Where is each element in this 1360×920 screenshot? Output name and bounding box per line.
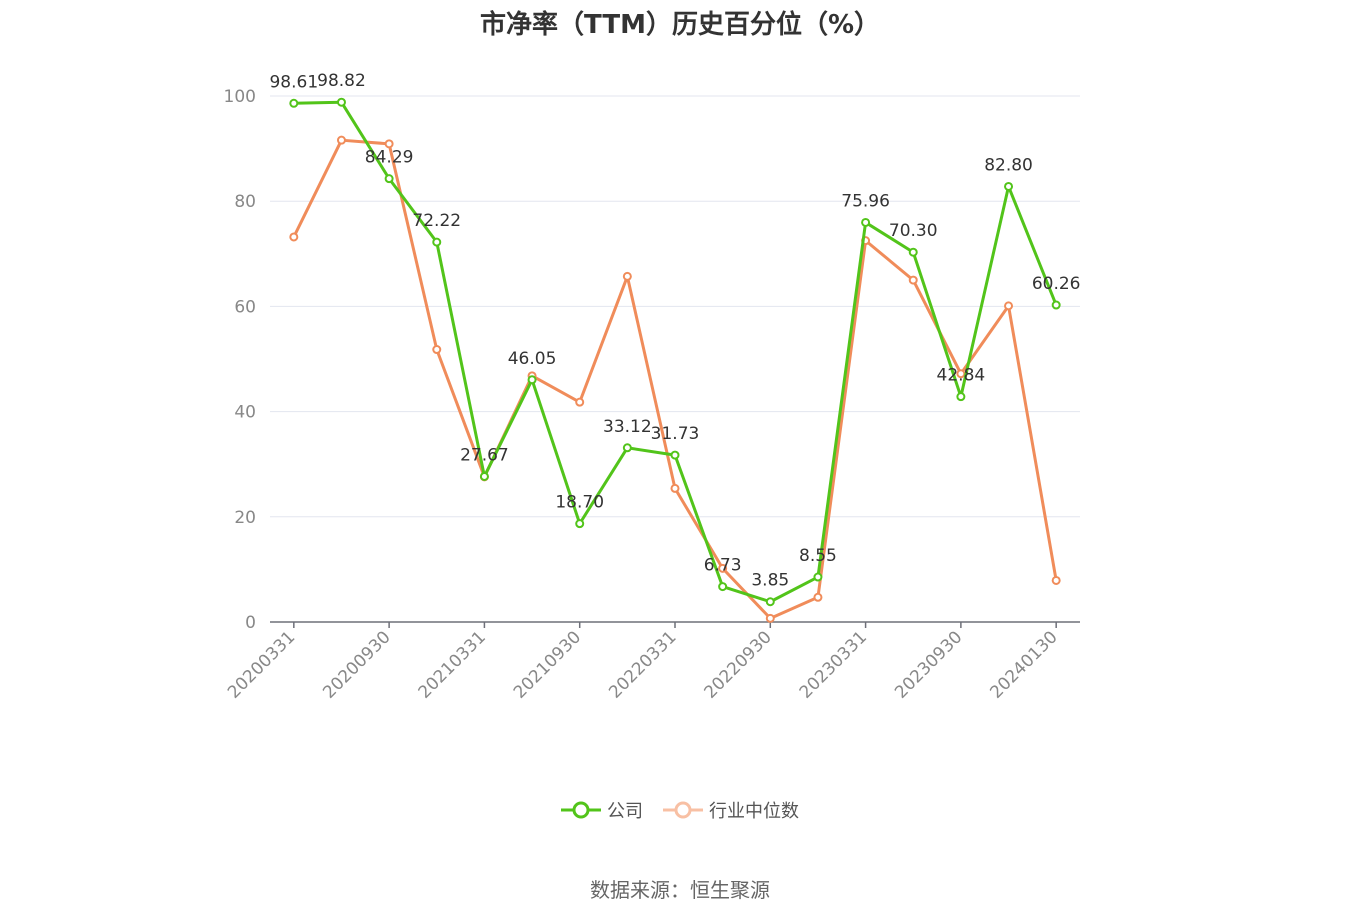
- legend-item-company[interactable]: 公司: [561, 797, 643, 823]
- x-tick-label: 20240130: [986, 627, 1061, 702]
- data-point-industry-median: [432, 345, 442, 355]
- data-label: 98.82: [317, 71, 366, 91]
- data-label: 8.55: [799, 546, 837, 566]
- data-label: 72.22: [412, 211, 461, 231]
- y-tick-label: 40: [234, 403, 256, 423]
- data-point-industry-median: [813, 592, 823, 602]
- x-tick-label: 20200930: [319, 627, 394, 702]
- data-point-industry-median: [622, 271, 632, 281]
- data-point-company: [813, 572, 823, 582]
- legend-company-label: 公司: [607, 801, 643, 822]
- series-line-company: [292, 100, 1058, 604]
- series-layer: [289, 97, 1061, 623]
- data-point-company: [432, 237, 442, 247]
- x-tick-label: 20220331: [605, 627, 680, 702]
- data-point-company: [718, 582, 728, 592]
- data-point-company: [765, 597, 775, 607]
- legend-company-marker-icon: [561, 801, 601, 819]
- data-point-company: [956, 392, 966, 402]
- data-point-company: [289, 98, 299, 108]
- x-tick-label: 20230331: [796, 627, 871, 702]
- data-point-company: [908, 247, 918, 257]
- data-point-industry-median: [289, 232, 299, 242]
- data-point-industry-median: [336, 135, 346, 145]
- y-tick-label: 80: [234, 192, 256, 212]
- data-label: 70.30: [889, 221, 938, 241]
- data-point-industry-median: [384, 139, 394, 149]
- data-label: 84.29: [365, 148, 414, 168]
- data-point-industry-median: [765, 613, 775, 623]
- y-tick-label: 20: [234, 508, 256, 528]
- data-point-company: [384, 174, 394, 184]
- data-label: 18.70: [555, 493, 604, 513]
- x-tick-label: 20200331: [224, 627, 299, 702]
- chart-title: 市净率（TTM）历史百分位（%）: [480, 10, 880, 40]
- data-source: 数据来源：恒生聚源: [590, 878, 770, 902]
- x-tick-label: 20210930: [510, 627, 585, 702]
- x-tick-label: 20230930: [891, 627, 966, 702]
- data-point-company: [1051, 300, 1061, 310]
- data-point-industry-median: [670, 483, 680, 493]
- data-point-industry-median: [718, 563, 728, 573]
- legend-industry-marker-icon: [663, 801, 703, 819]
- data-label: 3.85: [751, 571, 789, 591]
- data-label: 33.12: [603, 417, 652, 437]
- data-point-company: [527, 375, 537, 385]
- data-point-company: [670, 450, 680, 460]
- data-point-industry-median: [575, 397, 585, 407]
- data-point-industry-median: [956, 369, 966, 379]
- data-label: 6.73: [704, 556, 742, 576]
- data-point-company: [622, 443, 632, 453]
- data-point-company: [1004, 181, 1014, 191]
- x-tick-label: 20220930: [701, 627, 776, 702]
- legend: 公司 行业中位数: [0, 797, 1360, 823]
- data-label: 27.67: [460, 445, 509, 465]
- legend-item-industry-median[interactable]: 行业中位数: [663, 797, 799, 823]
- data-point-industry-median: [1051, 575, 1061, 585]
- data-point-company: [575, 519, 585, 529]
- data-label: 31.73: [651, 424, 700, 444]
- data-label: 60.26: [1032, 274, 1081, 294]
- data-point-company: [479, 471, 489, 481]
- legend-industry-label: 行业中位数: [709, 801, 799, 822]
- data-point-industry-median: [1004, 301, 1014, 311]
- data-point-industry-median: [908, 275, 918, 285]
- y-tick-label: 0: [245, 613, 256, 633]
- data-label: 42.84: [937, 366, 986, 386]
- x-tick-label: 20210331: [415, 627, 490, 702]
- axes: 0 20 40 60 80 100 20200331 20200930 20210331 2021…: [224, 87, 1080, 703]
- data-label: 46.05: [508, 349, 557, 369]
- data-point-company: [861, 217, 871, 227]
- data-label: 98.61: [269, 72, 318, 92]
- data-label: 82.80: [984, 155, 1033, 175]
- y-tick-label: 60: [234, 297, 256, 317]
- data-point-company: [336, 97, 346, 107]
- data-label: 75.96: [841, 191, 890, 211]
- y-tick-label: 100: [224, 87, 256, 107]
